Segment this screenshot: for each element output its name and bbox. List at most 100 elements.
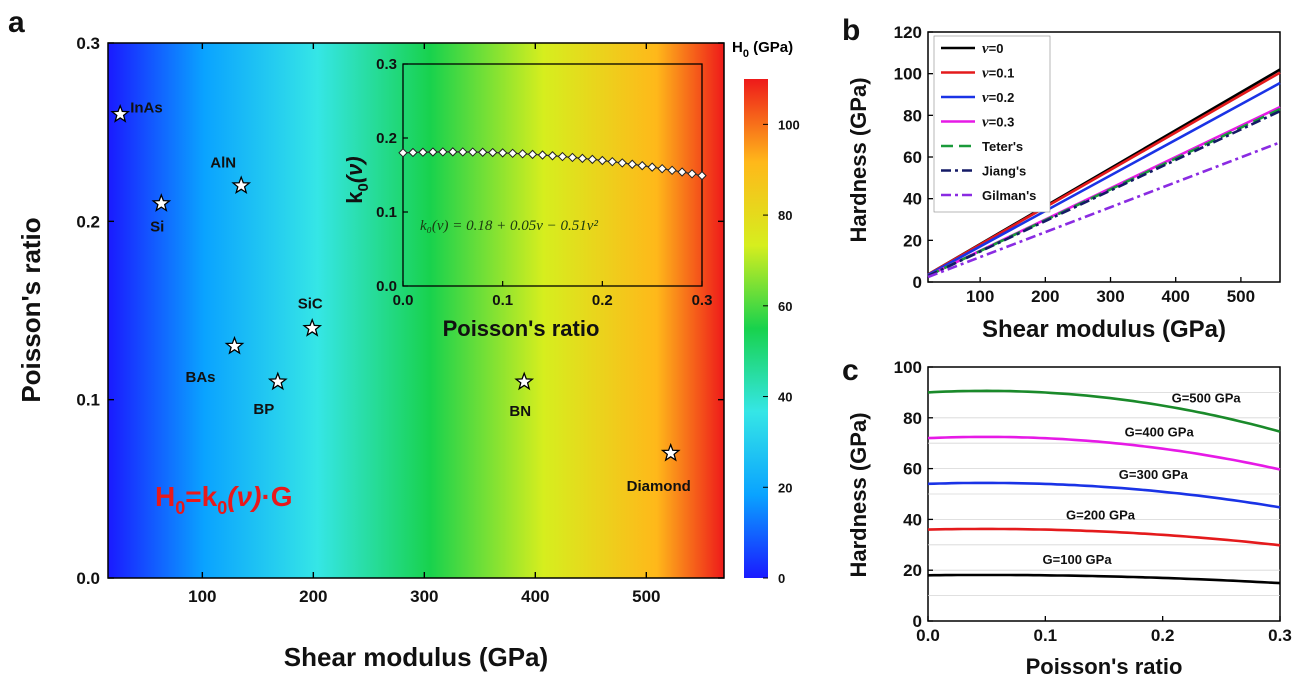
inset-x-tick-label: 0.2 — [592, 292, 613, 309]
series-label: G=500 GPa — [1172, 390, 1242, 405]
x-tick-label: 0.3 — [1268, 626, 1292, 645]
y-tick-label: 0.2 — [76, 212, 100, 231]
y-tick-label: 60 — [903, 460, 922, 479]
inset-data-point — [527, 149, 538, 160]
inset-data-point — [497, 148, 508, 158]
inset-data-point — [647, 162, 657, 172]
inset-data-point — [607, 156, 618, 167]
inset-data-point — [627, 159, 637, 169]
material-label-bn: BN — [509, 403, 531, 420]
panel-c-ylabel: Hardness (GPa) — [846, 412, 871, 577]
y-tick-label: 120 — [894, 23, 922, 42]
inset-data-point — [507, 148, 518, 159]
y-tick-label: 0.1 — [76, 391, 100, 410]
legend-label: ν=0.2 — [982, 90, 1014, 106]
inset-data-point — [547, 151, 558, 161]
legend-label-text: =0.3 — [989, 115, 1015, 130]
inset-ylabel-sub: 0 — [355, 183, 372, 191]
inset-x-tick-label: 0.0 — [393, 292, 414, 309]
inset-data-point — [438, 147, 448, 157]
series-line — [927, 81, 1281, 277]
inset-ylabel: k0(ν) — [342, 156, 372, 203]
material-star-diamond — [660, 442, 681, 462]
inset-ylabel-nu: (ν) — [342, 156, 367, 183]
formula-tail: ·G — [261, 481, 292, 512]
series-line — [927, 527, 1281, 547]
series-label: G=200 GPa — [1066, 508, 1136, 523]
inset-y-tick-label: 0.1 — [376, 204, 397, 221]
inset-data-point — [567, 152, 578, 163]
legend-box — [933, 35, 1051, 213]
formula-mid: =k — [185, 481, 217, 512]
inset-points — [398, 147, 707, 181]
y-tick-label: 100 — [894, 358, 922, 377]
y-tick-label: 80 — [903, 409, 922, 428]
legend-label-nu: ν — [982, 41, 989, 57]
colorbar-ticks: 0 20 40 60 80 100 — [763, 117, 800, 586]
inset-data-point — [697, 170, 707, 181]
legend-label: ν=0 — [982, 41, 1004, 57]
inset-data-point — [487, 147, 498, 158]
colorbar-title-unit: (GPa) — [749, 39, 793, 56]
panel-b-xlabel: Shear modulus (GPa) — [982, 316, 1226, 343]
y-tick-label: 100 — [894, 65, 922, 84]
panel-a-letter: a — [8, 6, 25, 39]
x-tick-label: 500 — [1227, 287, 1255, 306]
inset-data-point — [517, 149, 528, 159]
series-label: G=400 GPa — [1125, 425, 1195, 440]
x-tick-label: 300 — [1096, 287, 1124, 306]
y-tick-label: 80 — [903, 106, 922, 125]
y-tick-label: 0 — [913, 273, 922, 292]
series-line — [927, 389, 1281, 433]
legend-label-text: =0 — [989, 41, 1004, 56]
inset-data-point — [637, 160, 647, 171]
inset-y-tick-label: 0.2 — [376, 130, 397, 147]
material-label-diamond: Diamond — [627, 478, 691, 495]
x-tick-label: 0.2 — [1151, 626, 1175, 645]
y-tick-label: 0 — [913, 612, 922, 631]
inset-data-point — [448, 147, 458, 157]
legend-label: Jiang's — [982, 164, 1026, 179]
colorbar-tick-label: 20 — [778, 480, 792, 495]
legend-label-text: =0.2 — [989, 90, 1015, 105]
formula-sub2: 0 — [217, 498, 227, 518]
material-star-sic — [302, 317, 323, 337]
formula: H0=k0(ν)·G — [155, 481, 293, 518]
colorbar-title-sub: 0 — [743, 48, 749, 60]
inset-equation: k₀(ν) = 0.18 + 0.05ν − 0.51ν² — [420, 218, 598, 234]
inset-data-point — [587, 154, 598, 165]
inset-data-point — [408, 147, 418, 158]
colorbar-tick-label: 0 — [778, 571, 785, 586]
x-tick-label: 400 — [1162, 287, 1190, 306]
y-tick-label: 0.3 — [76, 34, 100, 53]
x-tick-label: 0.1 — [1034, 626, 1058, 645]
x-tick-label: 300 — [410, 587, 438, 606]
heatmap-area — [107, 42, 725, 579]
material-label-aln: AlN — [210, 155, 236, 172]
series-line — [927, 435, 1281, 471]
inset-ylabel-main: k — [342, 191, 367, 204]
panel-c-letter: c — [842, 354, 859, 387]
inset-x-tick-label: 0.1 — [492, 292, 513, 309]
colorbar-title-main: H — [732, 39, 743, 56]
legend-label: ν=0.3 — [982, 115, 1014, 131]
inset-data-point — [458, 147, 468, 157]
legend-label: Teter's — [982, 139, 1023, 154]
inset-data-point — [577, 153, 588, 164]
material-markers: InAs Si AlN SiC BAs BP BN Diamond — [110, 99, 691, 495]
panel-a-ylabel: Poisson's ratio — [16, 217, 46, 402]
inset-data-point — [597, 155, 608, 166]
inset-data-point — [657, 163, 667, 174]
panel-c-lines: G=500 GPa G=400 GPa G=300 GPa G=200 GPa G=10… — [927, 389, 1281, 585]
material-star-inas — [110, 103, 131, 123]
inset-data-point — [687, 169, 697, 179]
panel-b-lines — [927, 68, 1281, 279]
inset-data-point — [478, 147, 488, 157]
x-tick-label: 0.0 — [916, 626, 940, 645]
y-tick-label: 0.0 — [76, 569, 100, 588]
inset-xlabel: Poisson's ratio — [443, 316, 600, 341]
material-star-bas — [224, 335, 245, 355]
legend-label-nu: ν — [982, 115, 989, 131]
